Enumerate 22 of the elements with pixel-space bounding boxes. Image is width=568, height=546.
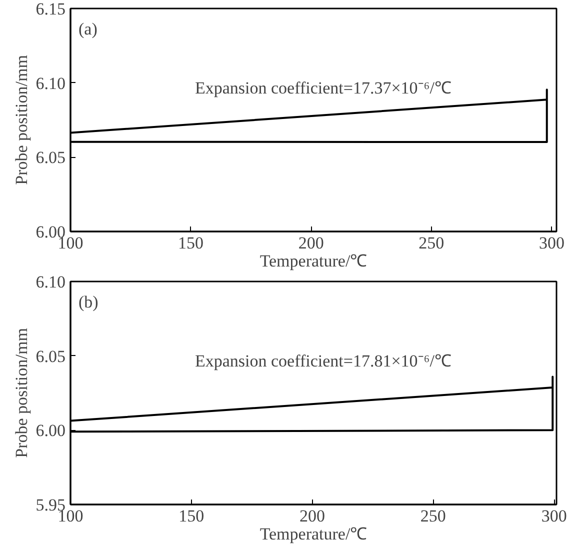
x-tick-label: 250 (420, 506, 446, 526)
y-tick-label: 6.05 (36, 148, 66, 168)
annotation: (b) (78, 292, 98, 312)
x-axis-title: Temperature/℃ (260, 252, 368, 270)
x-tick-label: 300 (541, 506, 567, 526)
x-tick-label: 150 (178, 234, 204, 252)
annotation: (a) (78, 20, 98, 38)
annotation: Expansion coefficient=17.81×10⁻⁶/℃ (194, 352, 452, 371)
y-tick-label: 6.05 (36, 346, 66, 366)
x-tick-label: 200 (298, 234, 324, 252)
x-tick-label: 200 (300, 506, 326, 526)
y-tick-label: 6.10 (36, 74, 66, 93)
annotation: Expansion coefficient=17.37×10⁻⁶/℃ (194, 78, 452, 98)
y-axis-title: Probe position/mm (12, 328, 31, 458)
x-tick-label: 300 (538, 234, 564, 252)
y-axis-title: Probe position/mm (12, 55, 31, 185)
y-tick-label: 6.10 (36, 272, 66, 292)
y-tick-label: 6.00 (36, 421, 66, 440)
x-tick-label: 250 (418, 234, 444, 252)
x-tick-label: 150 (178, 506, 204, 526)
y-tick-label: 6.15 (36, 0, 66, 18)
x-axis-title: Temperature/℃ (260, 524, 368, 544)
